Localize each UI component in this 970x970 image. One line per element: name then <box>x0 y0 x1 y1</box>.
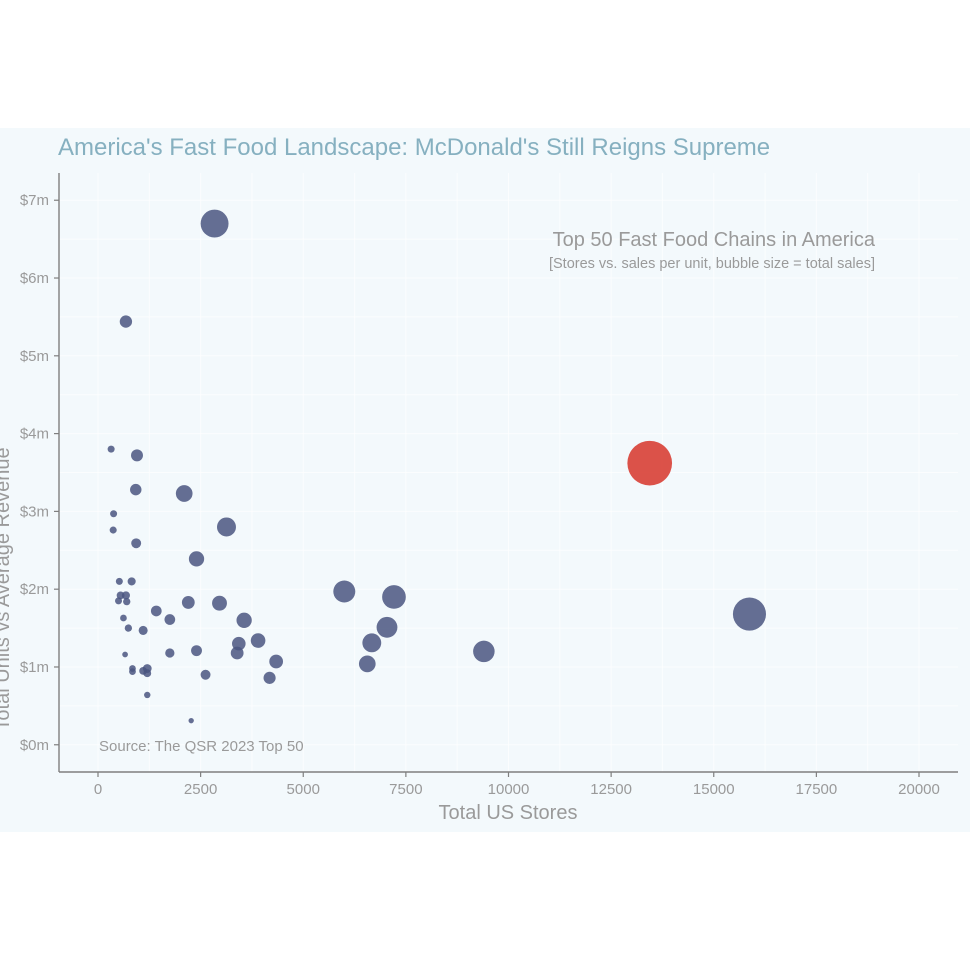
bubble <box>362 633 382 653</box>
bubble <box>382 585 406 609</box>
x-tick-label: 17500 <box>796 781 838 798</box>
points <box>107 209 766 724</box>
x-tick-label: 2500 <box>184 781 217 798</box>
bubble <box>109 526 117 534</box>
bubble <box>164 614 176 625</box>
annotation-subtitle: [Stores vs. sales per unit, bubble size … <box>549 256 875 272</box>
y-tick-label: $3m <box>20 503 49 520</box>
x-axis-label: Total US Stores <box>439 802 578 824</box>
bubble <box>119 315 133 328</box>
bubble <box>138 625 148 635</box>
highlight-bubble <box>627 440 673 486</box>
x-tick-label: 7500 <box>389 781 422 798</box>
bubble <box>110 510 118 518</box>
bubble <box>120 614 127 622</box>
y-tick-label: $1m <box>20 659 49 676</box>
x-tick-label: 12500 <box>590 781 632 798</box>
bubble <box>124 624 133 632</box>
bubble <box>212 595 227 611</box>
x-ticks: 0 2500 5000 7500 10000 12500 15000 17500 20000 <box>94 772 940 798</box>
bubble <box>122 651 128 658</box>
bubble <box>230 646 244 660</box>
bubble <box>473 640 495 663</box>
y-tick-label: $5m <box>20 348 49 365</box>
y-tick-label: $7m <box>20 192 49 209</box>
bubble <box>333 580 356 603</box>
bubble <box>358 655 376 673</box>
y-tick-label: $4m <box>20 426 49 443</box>
bubble <box>216 517 236 537</box>
bubble <box>188 551 205 567</box>
bubble <box>732 597 766 631</box>
chart-panel: America's Fast Food Landscape: McDonald'… <box>0 128 970 832</box>
bubble <box>127 577 136 586</box>
bubble <box>131 449 143 462</box>
bubble <box>188 717 194 724</box>
bubble <box>165 648 175 658</box>
bubble <box>123 597 131 606</box>
source-caption: Source: The QSR 2023 Top 50 <box>99 738 304 755</box>
chart-title: America's Fast Food Landscape: McDonald'… <box>58 134 770 161</box>
bubble <box>269 654 284 669</box>
x-tick-label: 0 <box>94 781 102 798</box>
bubble <box>191 645 202 657</box>
y-ticks: $0m $1m $2m $3m $4m $5m $6m $7m <box>20 192 59 754</box>
bubble <box>250 633 266 648</box>
bubble <box>131 538 142 549</box>
y-tick-label: $6m <box>20 270 49 287</box>
x-tick-label: 10000 <box>488 781 530 798</box>
grid <box>59 173 958 772</box>
bubble <box>236 612 252 628</box>
bubble <box>200 209 229 238</box>
scatter-chart: America's Fast Food Landscape: McDonald'… <box>0 134 958 824</box>
bubble <box>143 669 152 678</box>
bubble <box>115 577 123 585</box>
y-tick-label: $2m <box>20 581 49 598</box>
bubble <box>175 485 193 502</box>
bubble <box>200 669 211 680</box>
bubble <box>181 596 195 609</box>
bubble <box>129 668 136 676</box>
bubble <box>115 597 123 605</box>
annotation-title: Top 50 Fast Food Chains in America <box>553 229 876 251</box>
x-tick-label: 20000 <box>898 781 940 798</box>
bubble <box>150 605 162 617</box>
bubble <box>263 671 276 684</box>
x-tick-label: 5000 <box>287 781 320 798</box>
bubble <box>376 616 398 638</box>
y-tick-label: $0m <box>20 737 49 754</box>
bubble <box>130 483 142 496</box>
x-tick-label: 15000 <box>693 781 735 798</box>
y-axis-label: Total Units vs Average Revenue <box>0 447 14 730</box>
bubble <box>107 445 115 453</box>
bubble <box>144 691 151 699</box>
